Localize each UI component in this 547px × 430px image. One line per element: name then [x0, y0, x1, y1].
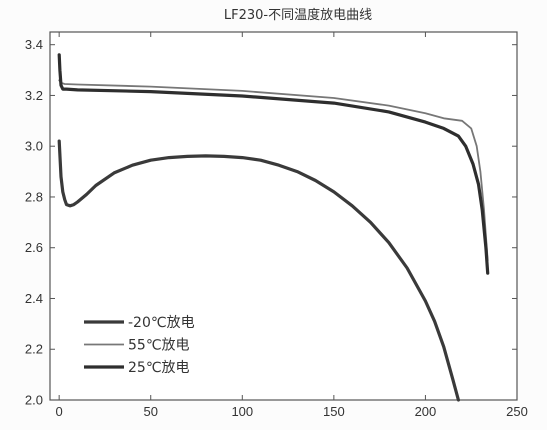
y-tick-label: 3.2	[25, 88, 43, 103]
series-line-3	[57, 53, 490, 275]
y-tick-label: 2.2	[25, 342, 43, 357]
chart-title: LF230-不同温度放电曲线	[224, 7, 372, 23]
y-axis: 2.0 2.2 2.4 2.6 2.8 3.0 3.2 3.4	[25, 37, 517, 408]
series-layer	[57, 53, 490, 402]
legend-label-1: -20℃放电	[128, 315, 195, 331]
y-tick-label: 2.6	[25, 240, 43, 255]
x-tick-label: 150	[323, 404, 345, 419]
x-axis: 0 50 100 150 200 250	[56, 32, 528, 419]
y-tick-label: 2.8	[25, 189, 43, 204]
legend-label-2: 55℃放电	[128, 338, 190, 354]
series-line-2	[58, 79, 489, 262]
y-tick-label: 3.4	[25, 37, 43, 52]
y-tick-label: 2.0	[25, 393, 43, 408]
x-tick-label: 100	[231, 404, 253, 419]
legend-label-3: 25℃放电	[128, 360, 190, 376]
x-tick-label: 50	[143, 404, 157, 419]
legend: -20℃放电 55℃放电 25℃放电	[84, 315, 195, 376]
x-tick-label: 0	[56, 404, 63, 419]
x-tick-label: 250	[506, 404, 528, 419]
x-tick-label: 200	[415, 404, 437, 419]
series-line-1	[57, 139, 460, 402]
y-tick-label: 2.4	[25, 291, 43, 306]
y-tick-label: 3.0	[25, 139, 43, 154]
